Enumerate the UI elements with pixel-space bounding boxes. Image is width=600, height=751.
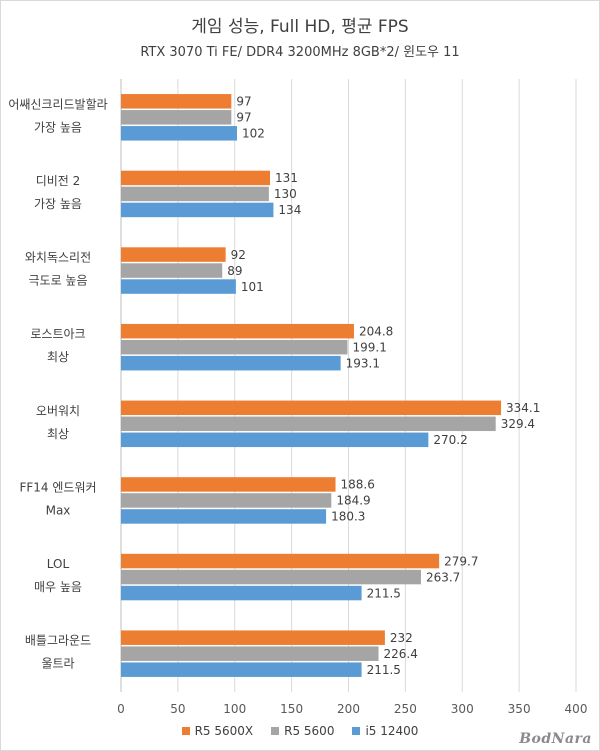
category-label: 와치독스리전 — [25, 251, 91, 265]
bar-i5-12400 — [121, 355, 341, 371]
data-label: 211.5 — [367, 663, 401, 677]
bar-r5-5600x — [121, 477, 336, 492]
bar-i5-12400 — [121, 126, 238, 141]
data-label: 204.8 — [359, 324, 393, 338]
data-label: 193.1 — [346, 356, 380, 370]
data-label: 97 — [236, 111, 251, 125]
data-label: 211.5 — [367, 586, 401, 600]
bar-i5-12400 — [121, 432, 429, 448]
data-label: 101 — [241, 280, 264, 294]
legend-item: R5 5600X — [181, 724, 254, 738]
data-label: 97 — [236, 95, 251, 109]
data-label: 329.4 — [501, 417, 535, 431]
data-label: 279.7 — [444, 554, 478, 568]
data-label: 102 — [242, 127, 265, 141]
category-label: 로스트아크 — [30, 327, 85, 341]
chart-subtitle: RTX 3070 Ti FE/ DDR4 3200MHz 8GB*2/ 윈도우 … — [140, 45, 460, 60]
data-label: 92 — [231, 248, 246, 262]
bar-r5-5600 — [121, 646, 379, 661]
data-label: 130 — [274, 187, 297, 201]
legend-item: i5 12400 — [352, 724, 418, 738]
bar-i5-12400 — [121, 279, 236, 294]
legend-swatch — [271, 727, 280, 735]
legend-label: R5 5600 — [284, 724, 335, 738]
category-label: 가장 높음 — [34, 197, 82, 211]
category-label: LOL — [47, 557, 70, 571]
bar-r5-5600 — [121, 186, 269, 202]
data-label: 270.2 — [433, 433, 467, 447]
legend-label: R5 5600X — [194, 724, 254, 738]
bar-r5-5600 — [121, 263, 223, 278]
bar-i5-12400 — [121, 509, 327, 524]
chart-legend: R5 5600X R5 5600 i5 12400 — [0, 724, 600, 738]
bar-r5-5600x — [121, 94, 232, 109]
bar-r5-5600x — [121, 247, 226, 262]
data-label: 232 — [390, 631, 413, 645]
category-label: 배틀그라운드 — [25, 634, 91, 648]
x-tick-label: 350 — [508, 702, 531, 716]
category-label: 울트라 — [41, 657, 74, 671]
category-label: Max — [46, 503, 71, 517]
bar-i5-12400 — [121, 585, 362, 601]
category-label: FF14 엔드워커 — [19, 480, 96, 494]
bar-r5-5600 — [121, 339, 348, 355]
x-tick-label: 400 — [565, 702, 588, 716]
category-label: 어쌔신크리드발할라 — [8, 97, 107, 111]
data-label: 334.1 — [506, 401, 540, 415]
bar-r5-5600x — [121, 400, 502, 416]
data-label: 199.1 — [352, 340, 386, 354]
x-tick-label: 250 — [394, 702, 417, 716]
x-tick-label: 300 — [451, 702, 474, 716]
data-label: 184.9 — [336, 494, 370, 508]
bar-i5-12400 — [121, 662, 362, 677]
bar-r5-5600 — [121, 416, 496, 432]
category-label: 매우 높음 — [34, 580, 82, 594]
x-tick-label: 150 — [280, 702, 303, 716]
bar-r5-5600x — [121, 553, 440, 569]
category-label: 가장 높음 — [34, 120, 82, 134]
bar-r5-5600 — [121, 569, 421, 585]
watermark-logo: BodNara — [519, 731, 592, 747]
legend-item: R5 5600 — [271, 724, 334, 738]
category-label: 오버워치 — [36, 404, 80, 418]
data-label: 134 — [278, 203, 301, 217]
bar-r5-5600 — [121, 493, 332, 508]
bar-i5-12400 — [121, 202, 274, 218]
category-label: 최상 — [47, 350, 69, 364]
category-label: 디비전 2 — [36, 174, 81, 188]
x-tick-label: 0 — [117, 702, 125, 716]
category-label: 극도로 높음 — [28, 274, 87, 288]
bar-r5-5600x — [121, 170, 271, 186]
x-tick-label: 50 — [170, 702, 185, 716]
data-label: 131 — [275, 171, 298, 185]
legend-swatch — [352, 727, 361, 735]
legend-label: i5 12400 — [365, 724, 419, 738]
data-label: 188.6 — [341, 478, 375, 492]
legend-swatch — [181, 727, 190, 735]
bar-r5-5600x — [121, 630, 385, 645]
bar-r5-5600 — [121, 110, 232, 125]
chart-title: 게임 성능, Full HD, 평균 FPS — [191, 17, 409, 37]
data-label: 180.3 — [331, 510, 365, 524]
data-label: 263.7 — [426, 570, 460, 584]
x-tick-label: 100 — [223, 702, 246, 716]
data-label: 89 — [227, 264, 242, 278]
bar-r5-5600x — [121, 323, 354, 339]
x-tick-label: 200 — [337, 702, 360, 716]
category-label: 최상 — [47, 427, 69, 441]
data-label: 226.4 — [384, 647, 418, 661]
